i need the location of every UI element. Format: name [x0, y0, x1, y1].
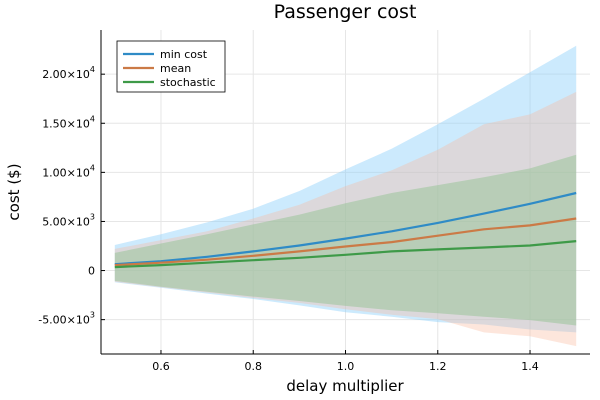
x-axis-label: delay multiplier	[286, 377, 404, 395]
x-tick-label: 1.2	[429, 360, 447, 373]
legend-label: mean	[160, 62, 191, 75]
series-lines	[114, 191, 577, 269]
line-min-cost	[114, 191, 577, 266]
line-mean	[114, 217, 577, 267]
band-mean	[114, 91, 577, 347]
x-tick-label: 1.0	[337, 360, 355, 373]
chart-title: Passenger cost	[274, 1, 417, 23]
y-tick-label: 0	[88, 265, 95, 278]
y-tick-label: 2.00×104	[42, 65, 95, 81]
x-ticks: 0.6 0.8 1.0 1.2 1.4	[152, 350, 539, 373]
x-tick-label: 0.6	[152, 360, 170, 373]
y-axis-label: cost ($)	[5, 163, 23, 220]
grid	[101, 30, 590, 354]
x-tick-label: 1.4	[521, 360, 539, 373]
line-stochastic	[114, 240, 577, 269]
band-stochastic	[114, 154, 577, 326]
legend-label: stochastic	[160, 76, 216, 89]
y-tick-label: 1.00×104	[42, 163, 95, 179]
legend-box	[116, 40, 226, 93]
y-tick-label: 5.00×103	[42, 212, 95, 228]
y-ticks: -5.00×103 0 5.00×103 1.00×104 1.50×104 2.00×1…	[38, 65, 105, 327]
legend-label: min cost	[160, 48, 208, 61]
y-tick-label: 1.50×104	[42, 114, 95, 130]
x-tick-label: 0.8	[244, 360, 262, 373]
y-tick-label: -5.00×103	[38, 311, 95, 327]
